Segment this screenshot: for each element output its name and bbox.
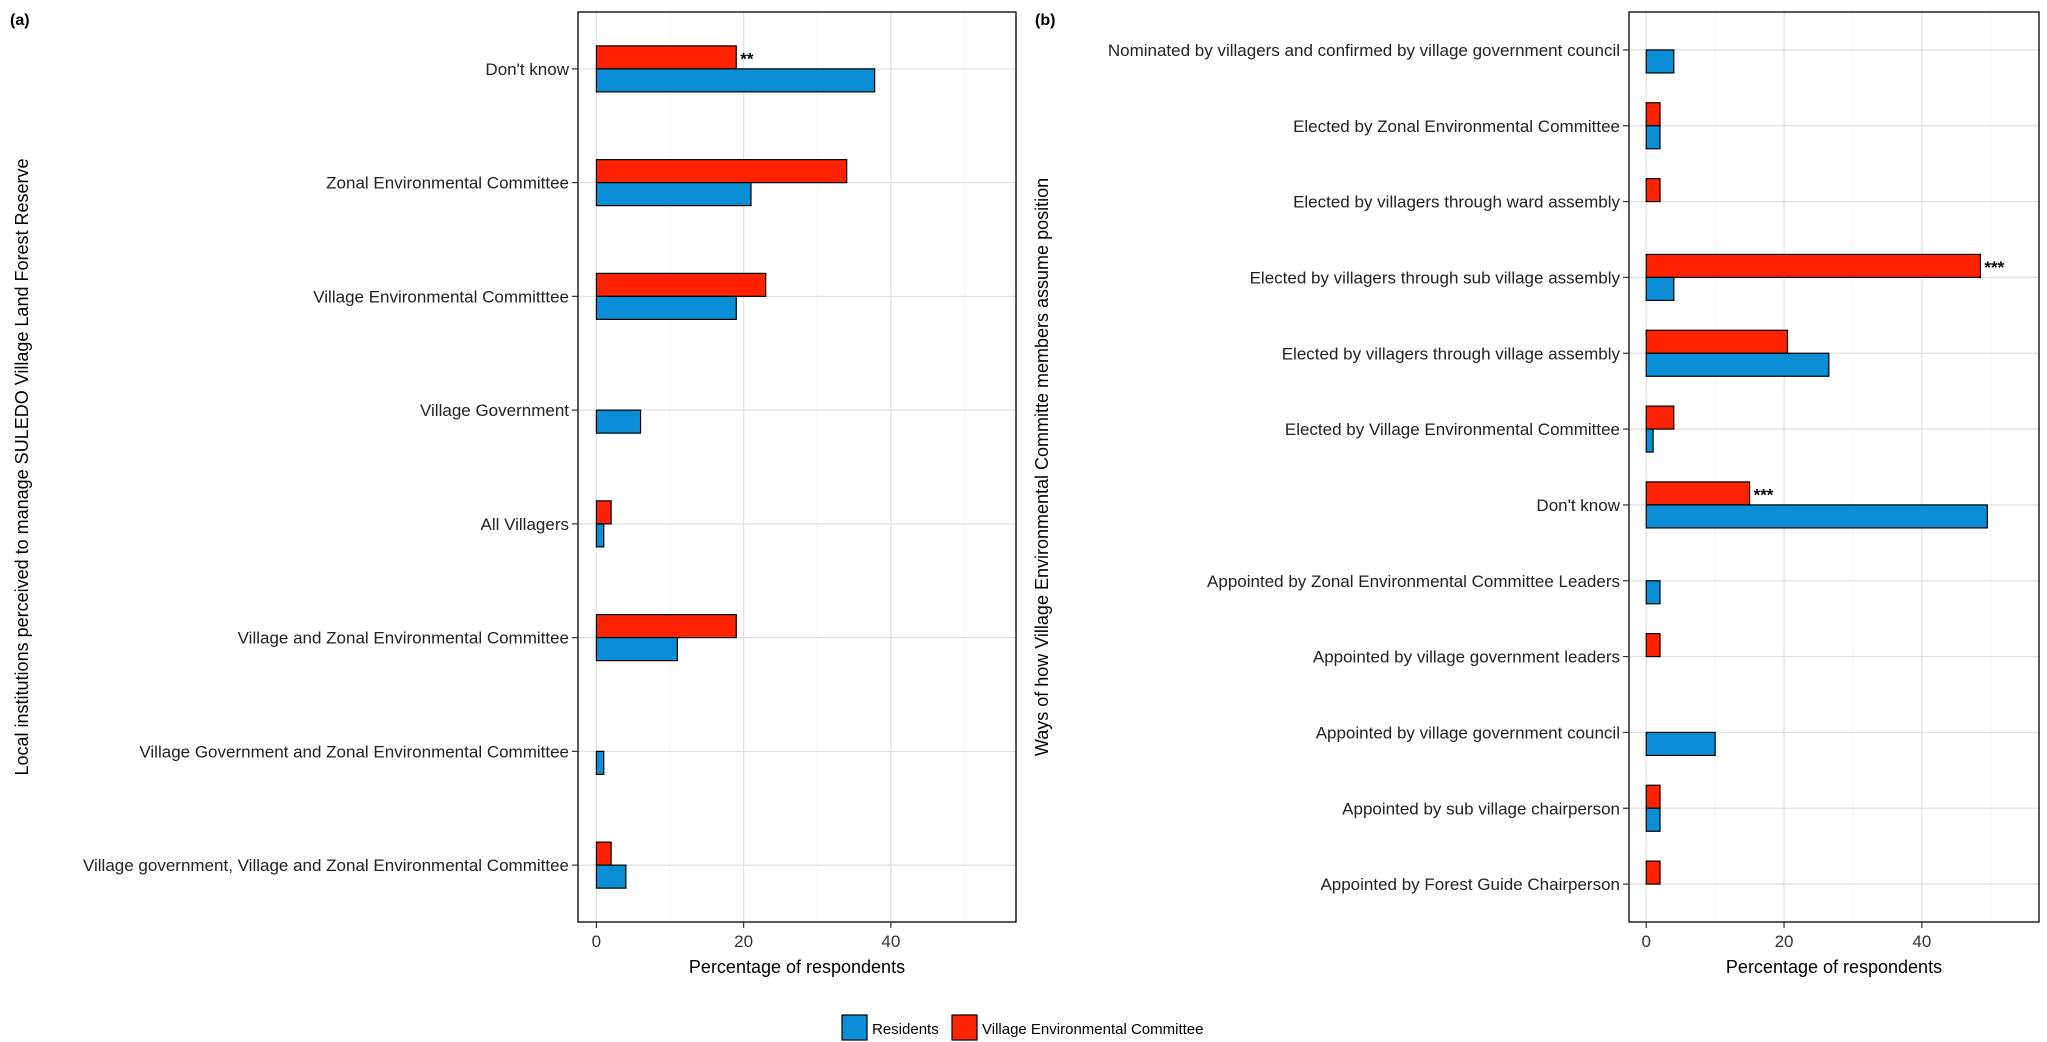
y-tick-label: Elected by villagers through ward assemb… bbox=[1293, 193, 1620, 212]
y-tick-label: Elected by villagers through sub village… bbox=[1250, 268, 1621, 287]
bar-residents bbox=[595, 409, 642, 434]
plot-border bbox=[1628, 11, 2040, 923]
y-tick-label: Elected by Village Environmental Committ… bbox=[1285, 420, 1620, 439]
bar-residents bbox=[595, 295, 737, 320]
bar-vec bbox=[1645, 177, 1661, 203]
y-tick-label: Nominated by villagers and confirmed by … bbox=[1108, 41, 1620, 60]
bar-vec bbox=[1645, 329, 1789, 354]
plot-area bbox=[578, 12, 1016, 922]
bar-vec bbox=[1645, 405, 1675, 430]
bar-residents bbox=[1645, 49, 1675, 74]
bar-residents bbox=[595, 864, 627, 889]
bar-residents bbox=[595, 523, 605, 548]
legend-key bbox=[951, 1014, 978, 1041]
legend-label: Village Environmental Committee bbox=[982, 1021, 1204, 1038]
y-tick-label: Appointed by Zonal Environmental Committ… bbox=[1207, 572, 1620, 591]
y-tick-label: Appointed by village government leaders bbox=[1313, 648, 1620, 667]
y-tick-label: Elected by Zonal Environmental Committee bbox=[1293, 117, 1620, 136]
bar-residents bbox=[1645, 504, 1988, 529]
bar-vec bbox=[1645, 860, 1661, 885]
legend-key bbox=[841, 1014, 868, 1041]
bar-vec bbox=[595, 841, 612, 866]
significance-label: *** bbox=[1754, 485, 1774, 504]
bar-residents bbox=[595, 750, 605, 775]
y-tick-label: Appointed by sub village chairperson bbox=[1342, 799, 1620, 818]
y-tick-label: All Villagers bbox=[480, 515, 569, 534]
bar-residents bbox=[1645, 731, 1716, 757]
bar-vec bbox=[1645, 784, 1661, 809]
bar-residents bbox=[1645, 276, 1675, 302]
bar-vec bbox=[1645, 481, 1751, 506]
x-tick-label: 0 bbox=[592, 932, 601, 951]
panel-a: ** Don't know Zonal Environmental Committe… bbox=[10, 11, 1017, 977]
bar-residents bbox=[1645, 125, 1661, 150]
y-tick-label: Village Government and Zonal Environment… bbox=[139, 742, 569, 761]
legend: Residents Village Environmental Committee bbox=[841, 1014, 1204, 1041]
y-tick-label: Don't know bbox=[485, 60, 569, 79]
y-tick-label: Appointed by village government council bbox=[1316, 723, 1620, 742]
bar-residents bbox=[1645, 352, 1830, 377]
bar-vec bbox=[1645, 253, 1982, 279]
y-tick-label: Village Environmental Committtee bbox=[313, 287, 569, 306]
significance-label: ** bbox=[740, 49, 754, 68]
y-tick-label: Elected by villagers through village ass… bbox=[1282, 344, 1621, 363]
y-tick-label: Zonal Environmental Committee bbox=[326, 174, 569, 193]
bar-residents bbox=[595, 637, 678, 662]
panel-label: (b) bbox=[1035, 12, 1055, 29]
bar-residents bbox=[1645, 807, 1661, 832]
bar-vec bbox=[1645, 632, 1661, 658]
x-tick-label: 20 bbox=[1775, 932, 1794, 951]
y-tick-label: Village government, Village and Zonal En… bbox=[83, 856, 569, 875]
x-tick-label: 0 bbox=[1641, 932, 1650, 951]
plot-area bbox=[1629, 12, 2039, 922]
y-tick-label: Don't know bbox=[1536, 496, 1620, 515]
y-axis-title: Ways of how Village Environmental Commit… bbox=[1032, 178, 1052, 756]
bar-residents bbox=[595, 68, 876, 93]
bar-vec bbox=[1645, 102, 1661, 127]
bar-residents bbox=[1645, 580, 1661, 605]
bar-residents bbox=[1645, 428, 1654, 453]
significance-label: *** bbox=[1984, 258, 2004, 277]
x-tick-label: 20 bbox=[734, 932, 753, 951]
bar-residents bbox=[595, 182, 752, 207]
bar-vec bbox=[595, 272, 767, 297]
bar-vec bbox=[595, 614, 737, 639]
x-axis-title: Percentage of respondents bbox=[1726, 957, 1942, 977]
panel-label: (a) bbox=[10, 12, 30, 29]
bar-vec bbox=[595, 45, 737, 70]
y-tick-label: Village and Zonal Environmental Committe… bbox=[238, 629, 569, 648]
x-tick-label: 40 bbox=[881, 932, 900, 951]
y-axis-title: Local institutions perceived to manage S… bbox=[12, 158, 32, 775]
bar-vec bbox=[595, 500, 612, 525]
legend-label: Residents bbox=[872, 1021, 939, 1038]
y-tick-label: Village Government bbox=[420, 401, 569, 420]
x-axis-title: Percentage of respondents bbox=[689, 957, 905, 977]
panel-b: *** *** Nominated by villagers and confirm… bbox=[1032, 11, 2040, 977]
y-tick-label: Appointed by Forest Guide Chairperson bbox=[1320, 875, 1620, 894]
plot-border bbox=[577, 11, 1017, 923]
bar-vec bbox=[595, 159, 848, 184]
x-tick-label: 40 bbox=[1912, 932, 1931, 951]
